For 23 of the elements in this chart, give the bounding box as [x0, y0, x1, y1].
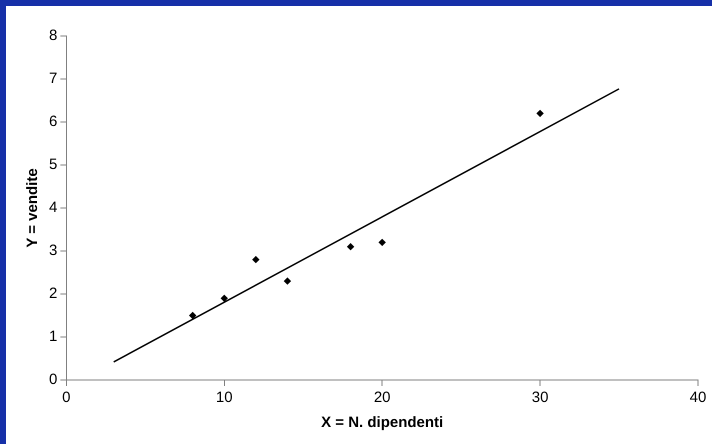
x-axis-title: X = N. dipendenti — [321, 414, 444, 432]
x-tick-label: 40 — [690, 389, 706, 406]
x-tick-label: 10 — [216, 389, 233, 406]
point — [536, 110, 544, 117]
point — [252, 256, 260, 264]
y-tick-label: 2 — [49, 285, 58, 302]
y-tick-label: 8 — [49, 27, 58, 44]
y-tick-label: 3 — [49, 242, 58, 260]
point — [347, 243, 354, 250]
y-tick-label: 0 — [49, 371, 58, 388]
point — [189, 312, 196, 319]
point — [284, 278, 291, 285]
y-tick-label: 6 — [49, 113, 58, 130]
point — [220, 294, 228, 302]
y-tick-label: 5 — [49, 156, 58, 174]
y-tick-label: 1 — [49, 328, 58, 346]
y-tick-label: 7 — [49, 70, 58, 88]
x-tick-label: 20 — [374, 389, 391, 406]
point — [378, 238, 386, 246]
x-tick-label: 30 — [532, 389, 548, 406]
y-axis-title: Y = vendite — [24, 168, 42, 248]
y-tick-label: 4 — [49, 199, 58, 216]
x-tick-label: 0 — [62, 389, 71, 406]
